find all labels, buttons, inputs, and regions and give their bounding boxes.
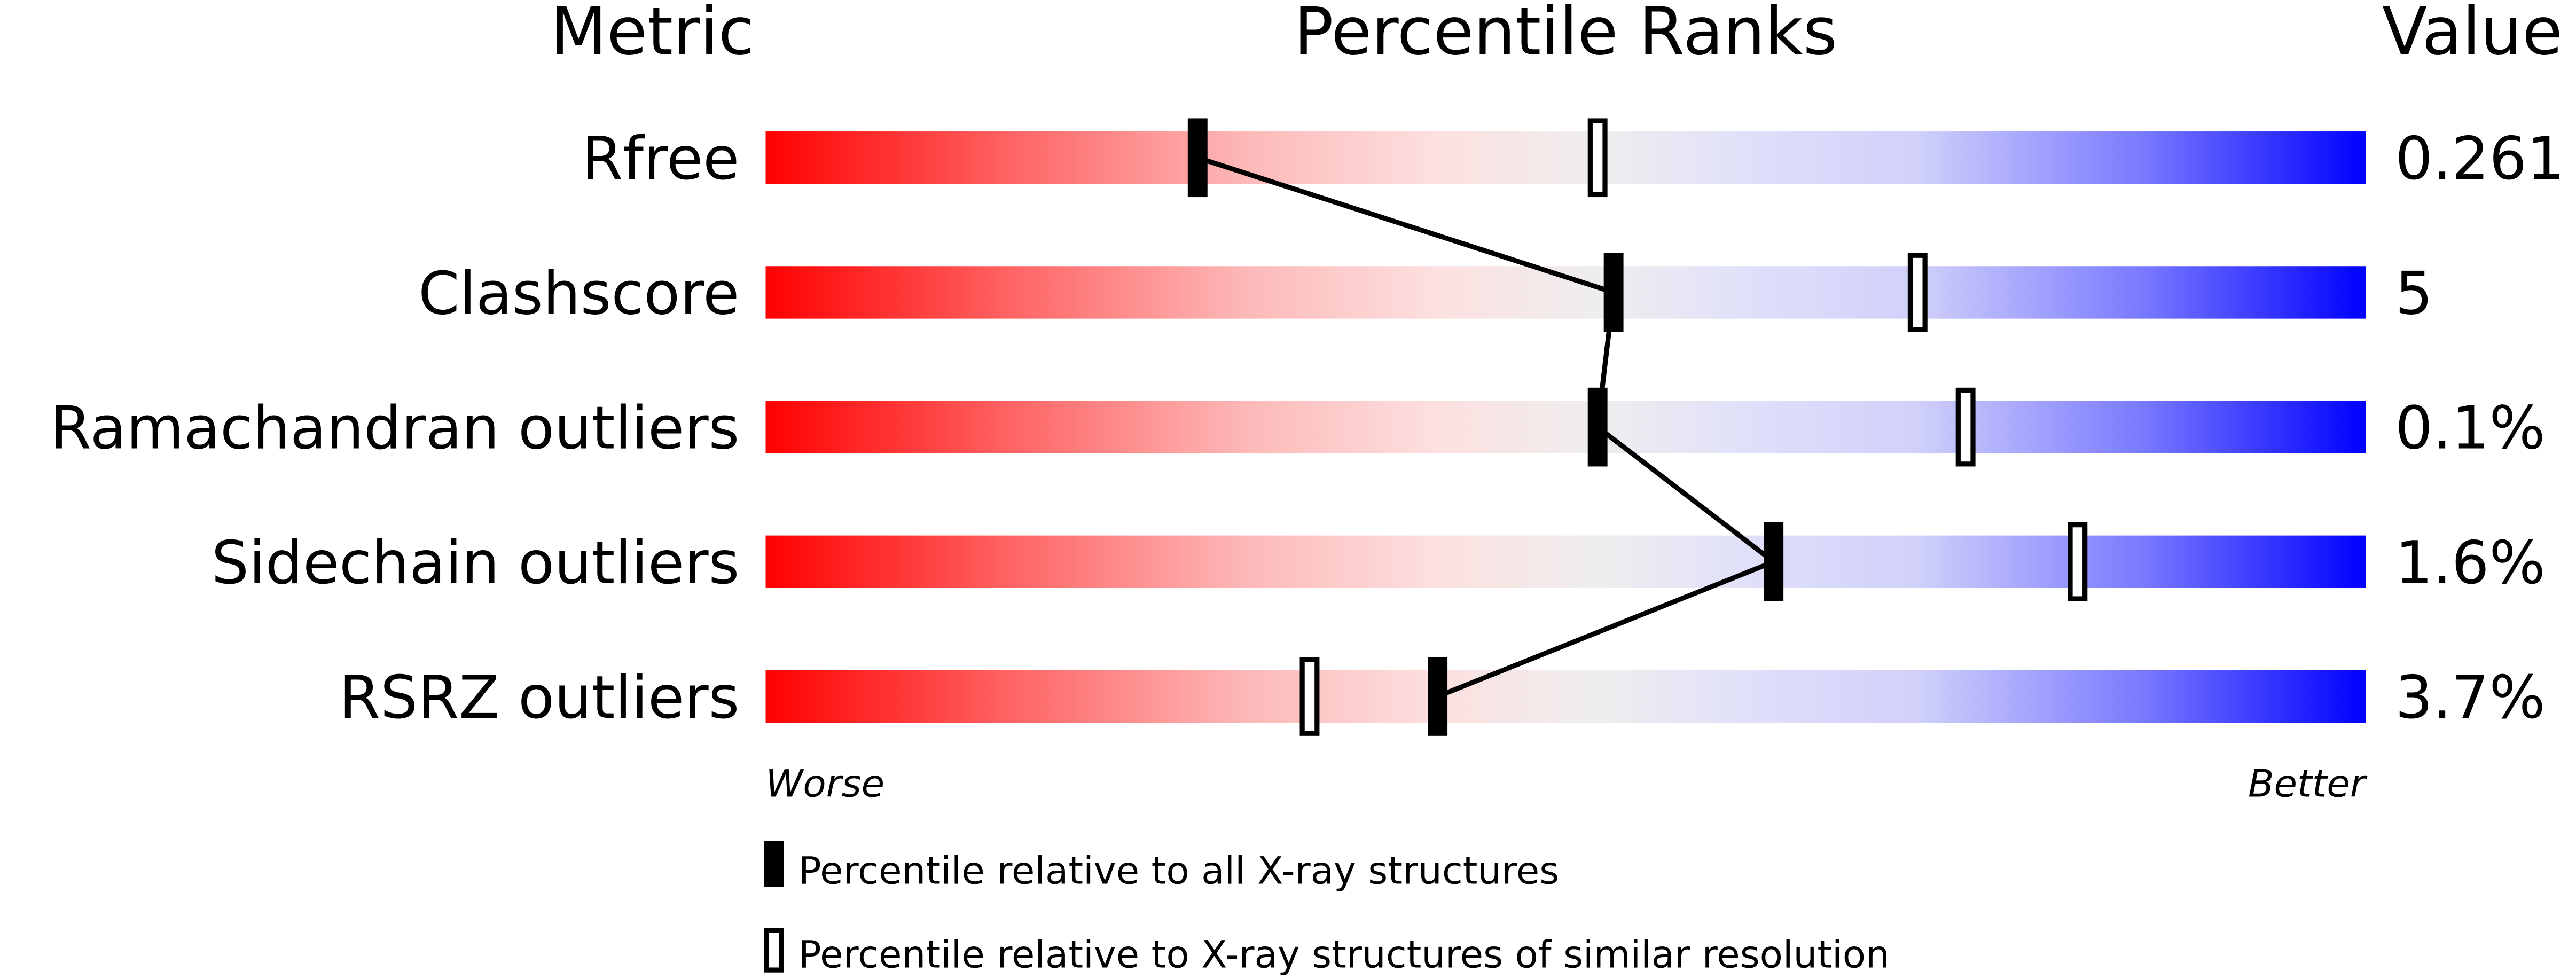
- metric-label: Ramachandran outliers: [50, 394, 739, 463]
- metric-label: RSRZ outliers: [339, 663, 739, 732]
- percentile-bar: [765, 535, 2366, 589]
- legend-hollow-marker-icon: [764, 928, 784, 973]
- marker-similar-resolution: [2068, 522, 2088, 601]
- legend-similar-label: Percentile relative to X-ray structures …: [798, 932, 1890, 976]
- marker-all-structures: [1603, 253, 1624, 332]
- marker-similar-resolution: [1955, 387, 1976, 467]
- axis-better-label: Better: [2248, 762, 2368, 806]
- marker-all-structures: [1428, 657, 1448, 736]
- percentile-bar: [765, 131, 2366, 184]
- marker-similar-resolution: [1907, 253, 1928, 332]
- legend-all-label: Percentile relative to all X-ray structu…: [798, 849, 1559, 893]
- legend-solid-marker-icon: [764, 841, 784, 887]
- metric-label: Rfree: [582, 124, 739, 193]
- marker-all-structures: [1187, 118, 1208, 198]
- marker-similar-resolution: [1587, 118, 1608, 198]
- metric-label: Clashscore: [418, 259, 739, 328]
- metric-label: Sidechain outliers: [212, 529, 740, 598]
- axis-worse-label: Worse: [765, 762, 884, 806]
- percentile-bar: [765, 670, 2366, 723]
- metric-value: 5: [2395, 259, 2432, 328]
- metric-value: 3.7%: [2395, 663, 2545, 732]
- marker-all-structures: [1764, 522, 1784, 601]
- header-value: Value: [2382, 0, 2563, 70]
- metric-value: 0.261: [2395, 124, 2564, 193]
- metric-value: 0.1%: [2395, 394, 2545, 463]
- marker-similar-resolution: [1299, 657, 1320, 736]
- percentile-bar: [765, 401, 2366, 453]
- header-metric: Metric: [550, 0, 754, 70]
- percentile-bar: [765, 266, 2366, 319]
- marker-all-structures: [1587, 387, 1608, 467]
- metric-value: 1.6%: [2395, 529, 2545, 598]
- header-percentile-ranks: Percentile Ranks: [1294, 0, 1837, 70]
